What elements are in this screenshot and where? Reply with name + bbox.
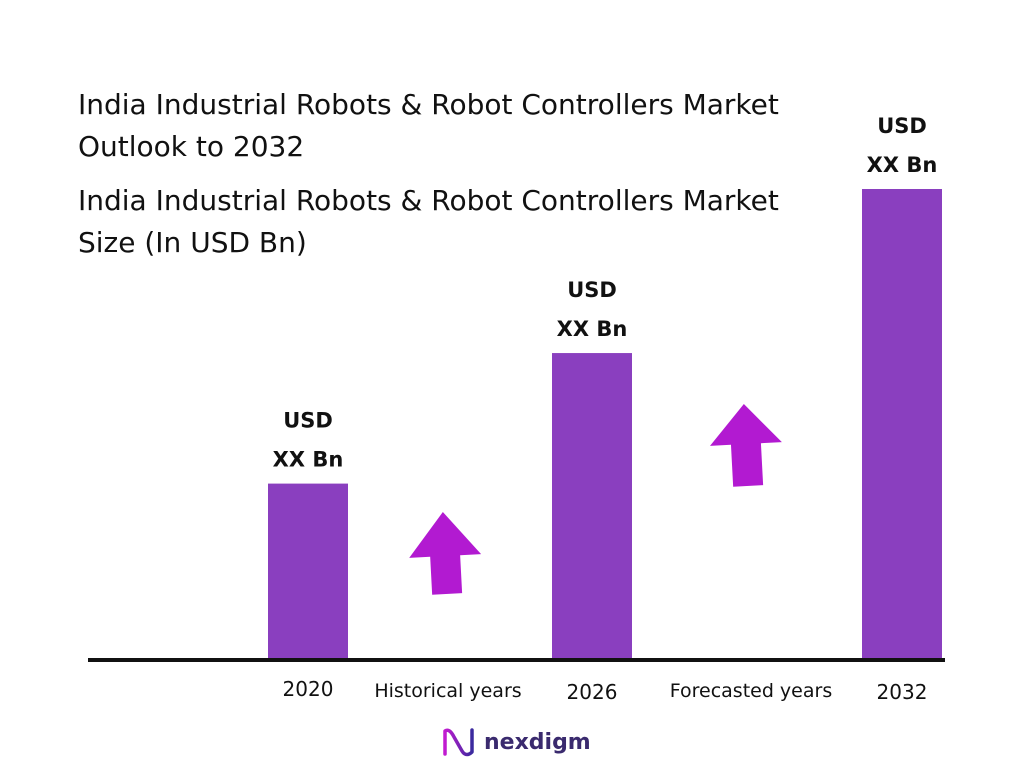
bar-2026: [552, 353, 632, 660]
x-tick-2020: 2020: [283, 677, 334, 701]
data-label-2020-line2: XX Bn: [273, 448, 344, 472]
brand-name: nexdigm: [484, 729, 591, 755]
bar-2032: [862, 189, 942, 660]
x-tick-2032: 2032: [877, 680, 928, 704]
data-label-2020-line1: USD: [283, 409, 333, 433]
nexdigm-logo-icon: [443, 728, 474, 757]
data-label-2032-line2: XX Bn: [867, 153, 938, 177]
bars-layer: [268, 189, 942, 660]
data-label-2032-line1: USD: [877, 114, 927, 138]
up-arrow-icon-2: [709, 404, 782, 487]
period-label-2: Forecasted years: [670, 680, 832, 702]
labels-layer: USD XX Bn USD XX Bn USD XX Bn: [273, 114, 938, 472]
nexdigm-logo: nexdigm: [442, 722, 591, 762]
ticks-layer: 2020 2026 2032 Historical years Forecasted y…: [283, 677, 928, 704]
up-arrow-icon-1: [409, 512, 482, 595]
arrows-layer: [409, 404, 782, 595]
chart-subtitle: India Industrial Robots & Robot Controll…: [78, 184, 779, 259]
data-label-2026-line2: XX Bn: [557, 317, 628, 341]
bar-2020: [268, 483, 348, 660]
x-tick-2026: 2026: [567, 680, 618, 704]
period-label-1: Historical years: [374, 680, 521, 702]
data-label-2026-line1: USD: [567, 278, 617, 302]
chart-title: India Industrial Robots & Robot Controll…: [78, 88, 779, 163]
